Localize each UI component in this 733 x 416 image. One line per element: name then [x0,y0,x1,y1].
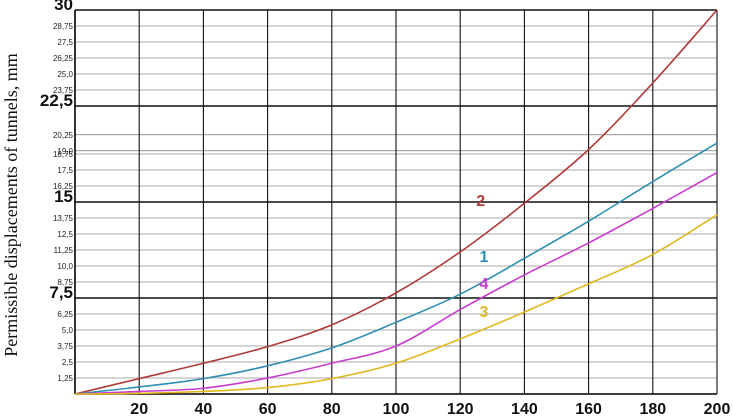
series-line-4 [74,171,718,395]
series-line-3 [74,214,718,395]
y-tick-label: 26,25 [53,54,74,63]
series-label-4: 4 [479,276,488,293]
y-tick-label: 11,25 [54,246,74,255]
y-tick-label: 12,5 [57,230,73,239]
y-tick-label: 6,25 [57,310,73,319]
series-label-1: 1 [479,249,488,266]
x-tick-label: 120 [447,401,474,416]
x-tick-label: 200 [704,401,731,416]
y-tick-label: 10,0 [57,262,73,271]
grid [74,9,718,395]
x-tick-label: 60 [259,401,277,416]
y-tick-label: 5,0 [62,326,74,335]
y-tick-label: 20,25 [53,131,74,140]
y-tick-label: 22,5 [40,91,73,110]
series-line-1 [74,142,718,395]
y-tick-label: 23,75 [53,86,74,95]
tick-labels: 1,252,53,755,06,257,58,7510,011,2512,513… [40,0,731,416]
x-tick-label: 160 [575,401,602,416]
x-tick-label: 180 [639,401,666,416]
y-tick-label: 1,25 [57,374,73,383]
y-tick-label: 28,75 [53,22,74,31]
y-tick-label: 27,5 [57,38,73,47]
series-lines [74,9,718,395]
curve-labels: 2 1 4 3 [476,193,488,321]
y-tick-label: 8,75 [57,278,73,287]
y-tick-label: 19,0 [57,147,73,156]
y-tick-label: 25,0 [57,70,73,79]
x-tick-label: 100 [383,401,410,416]
x-tick-label: 140 [511,401,538,416]
series-label-3: 3 [479,304,488,321]
y-tick-label: 2,5 [62,358,74,367]
y-axis-label: Permissible displacements of tunnels, mm [1,53,21,356]
y-tick-label: 17,5 [57,166,73,175]
x-tick-label: 80 [323,401,341,416]
series-line-2 [74,9,718,395]
y-tick-label: 3,75 [57,342,73,351]
y-tick-label: 15 [54,187,73,206]
y-tick-label: 13,75 [53,214,74,223]
x-tick-label: 40 [195,401,213,416]
y-tick-label: 16,25 [53,182,74,191]
y-tick-label: 30 [54,0,73,14]
series-label-2: 2 [476,193,485,210]
y-tick-label: 7,5 [49,283,73,302]
y-tick-label: 18,75 [53,150,74,159]
x-tick-label: 20 [130,401,148,416]
